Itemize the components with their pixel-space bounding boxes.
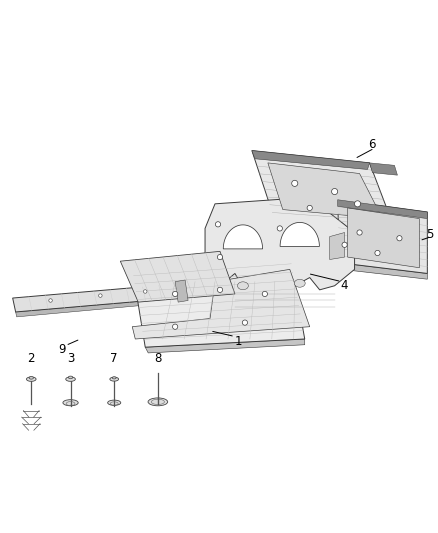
Circle shape — [173, 292, 178, 296]
Text: 8: 8 — [154, 352, 162, 365]
Polygon shape — [120, 252, 235, 302]
Text: 3: 3 — [67, 352, 74, 365]
Ellipse shape — [110, 377, 119, 381]
Polygon shape — [16, 298, 178, 317]
Text: 1: 1 — [234, 335, 242, 348]
Polygon shape — [338, 200, 427, 273]
Ellipse shape — [237, 282, 248, 289]
Circle shape — [332, 189, 338, 195]
Circle shape — [99, 294, 102, 297]
Polygon shape — [132, 269, 310, 339]
Polygon shape — [339, 263, 427, 279]
Text: 4: 4 — [341, 279, 348, 292]
Ellipse shape — [26, 377, 36, 381]
Ellipse shape — [63, 400, 78, 406]
Text: 9: 9 — [59, 343, 66, 356]
Circle shape — [144, 290, 147, 293]
Text: 6: 6 — [368, 139, 375, 151]
Ellipse shape — [148, 398, 168, 406]
Text: 7: 7 — [110, 352, 118, 365]
Circle shape — [397, 236, 402, 241]
Polygon shape — [370, 163, 397, 175]
Circle shape — [342, 242, 347, 247]
Text: 2: 2 — [28, 352, 35, 365]
Circle shape — [292, 180, 298, 187]
Ellipse shape — [112, 377, 116, 379]
Ellipse shape — [68, 376, 73, 379]
Polygon shape — [13, 284, 178, 312]
Ellipse shape — [294, 279, 305, 287]
Polygon shape — [252, 151, 395, 229]
Ellipse shape — [108, 400, 121, 405]
Ellipse shape — [66, 377, 75, 381]
Circle shape — [307, 205, 312, 211]
Circle shape — [375, 251, 380, 256]
Circle shape — [354, 201, 360, 207]
Circle shape — [357, 230, 362, 235]
Polygon shape — [223, 225, 262, 249]
Polygon shape — [275, 220, 395, 237]
Circle shape — [277, 226, 283, 231]
Polygon shape — [348, 208, 419, 268]
Polygon shape — [338, 200, 427, 219]
Polygon shape — [205, 197, 355, 290]
Circle shape — [215, 222, 221, 227]
Circle shape — [217, 254, 223, 260]
Text: 5: 5 — [426, 229, 433, 241]
Circle shape — [262, 292, 268, 296]
Polygon shape — [268, 163, 382, 219]
Polygon shape — [145, 339, 305, 353]
Polygon shape — [252, 151, 370, 169]
Circle shape — [217, 287, 223, 293]
Polygon shape — [175, 280, 188, 302]
Polygon shape — [132, 255, 305, 347]
Circle shape — [242, 320, 247, 325]
Circle shape — [173, 324, 178, 329]
Circle shape — [49, 299, 52, 302]
Ellipse shape — [29, 376, 33, 379]
Polygon shape — [330, 232, 345, 260]
Polygon shape — [280, 222, 319, 246]
